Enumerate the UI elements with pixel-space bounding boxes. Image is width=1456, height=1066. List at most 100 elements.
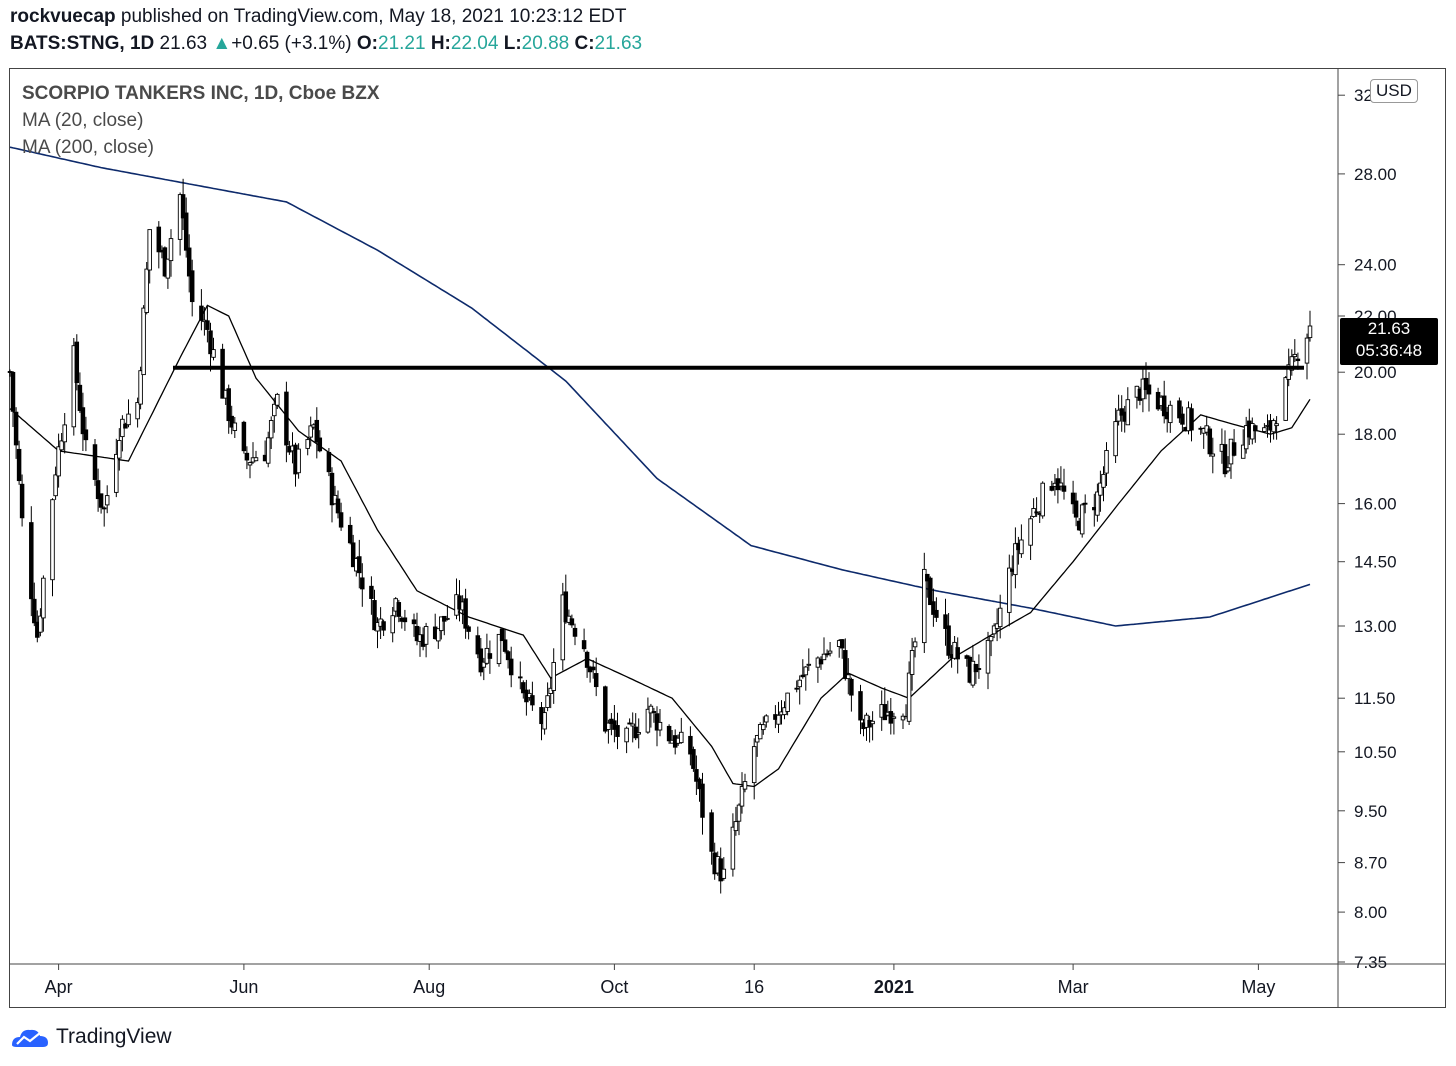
candle [226,384,231,434]
price-tick-label: 14.50 [1354,553,1397,572]
candle [253,450,259,462]
candle [739,772,745,814]
ma20-legend[interactable]: MA (20, close) [22,110,144,131]
candle [1210,437,1216,474]
ma200-legend[interactable]: MA (200, close) [22,137,154,158]
close-value: 21.63 [594,33,643,54]
last-price: 21.63 [159,33,208,54]
candle [679,717,684,744]
price-tick: 9.50 [1338,802,1387,821]
candle [569,614,575,628]
price-tick: 8.70 [1338,854,1387,873]
publisher-name[interactable]: rockvuecap [10,6,116,27]
candle [1177,397,1182,423]
candle [499,628,505,642]
symbol-label[interactable]: BATS:STNG, 1D [10,33,155,54]
candle [423,622,429,658]
time-tick-label: Jun [229,977,258,997]
price-tick: 8.00 [1338,903,1387,922]
candle [821,637,827,661]
symbol-line: BATS:STNG, 1D 21.63 ▲+0.65 (+3.1%) O:21.… [10,33,642,55]
candle [265,431,271,468]
candle [651,707,657,723]
price-tick-label: 9.50 [1354,802,1387,821]
tradingview-logo-icon [12,1029,48,1047]
candle [1101,466,1106,502]
candle [581,628,587,652]
candle [1019,524,1024,558]
candle [542,707,547,735]
candle [976,654,982,679]
ma200-line [9,146,1311,627]
candle [776,701,781,733]
candle [186,234,192,293]
candle [803,666,809,691]
candle [530,681,535,711]
candle [849,677,854,712]
close-label: C: [574,33,595,54]
candle [700,772,705,835]
candle [481,657,487,681]
candle [232,417,238,438]
candle [284,381,289,463]
candle [906,661,912,725]
candle [818,656,824,670]
candle [551,648,556,704]
candle [794,680,799,693]
candle [95,468,101,512]
chart-title[interactable]: SCORPIO TANKERS INC, 1D, Cboe BZX [22,83,380,104]
price-tick: 13.00 [1338,617,1397,636]
candle [657,709,663,737]
candle [900,713,906,729]
candle [350,534,356,568]
candle [590,660,596,679]
candle [545,682,550,712]
time-tick: 16 [744,964,764,997]
candle [402,609,408,631]
candle [165,258,171,289]
candle [502,629,508,654]
candle [508,646,514,688]
candle [229,405,234,435]
candle [317,430,323,453]
candle [1304,333,1310,380]
candle [839,639,845,659]
currency-badge[interactable]: USD [1370,79,1418,103]
candle [1307,310,1313,342]
time-tick-label: 2021 [874,977,914,997]
candle [560,582,566,671]
candle [563,574,569,624]
candles-layer [7,178,1313,894]
candle [1207,426,1213,457]
candle [1274,416,1279,440]
candle [955,637,960,674]
candle [347,516,353,545]
price-tick-label: 28.00 [1354,165,1397,184]
candle [627,718,632,725]
candle [445,605,450,621]
candle [220,343,225,399]
candle [1061,468,1067,500]
candle [357,539,362,589]
candle [326,448,332,477]
candle [603,685,608,734]
candle [912,637,918,658]
time-tick-label: May [1241,977,1275,997]
time-tick: 2021 [874,964,914,997]
candle [308,416,313,447]
candle [630,712,635,743]
candle [1079,503,1085,538]
candle [909,637,915,691]
candle [1140,368,1146,413]
candle [199,289,204,331]
chart-frame [9,68,1446,1008]
candle [666,724,672,744]
price-tick-label: 8.00 [1354,903,1387,922]
candle [730,813,736,877]
candle [147,229,152,284]
candle [168,229,174,277]
footer-brand[interactable]: TradingView [10,1022,172,1052]
candle [1289,349,1295,376]
price-tick: 10.50 [1338,743,1397,762]
